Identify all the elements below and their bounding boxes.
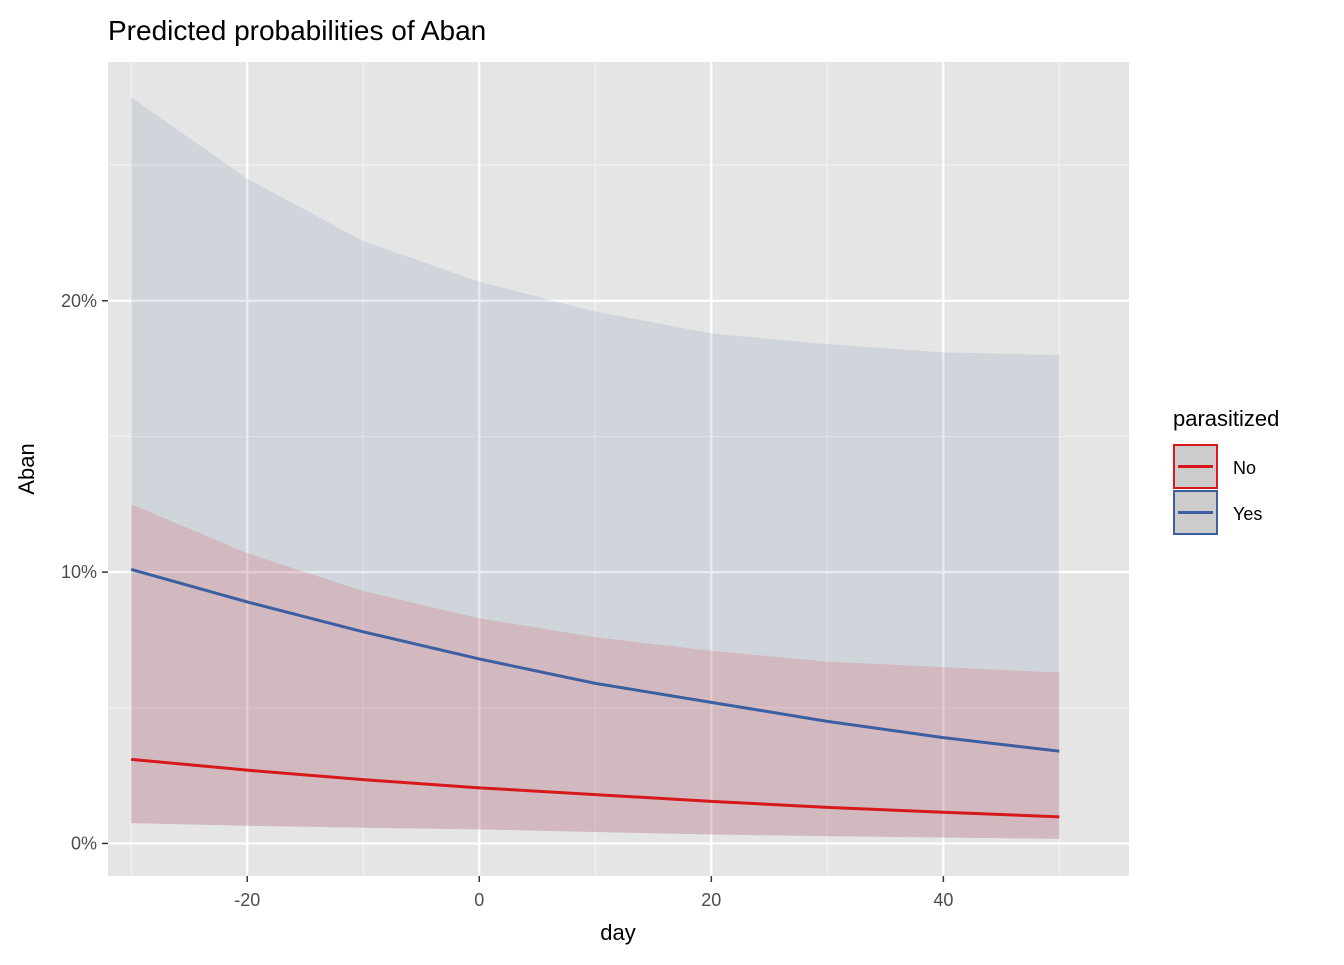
- y-tick-label-0: 0%: [71, 833, 97, 853]
- y-axis-ticks: 0% 10% 20%: [61, 291, 108, 853]
- legend-title: parasitized: [1173, 406, 1279, 431]
- y-axis-title: Aban: [14, 443, 39, 494]
- series-lines: [130, 567, 1060, 819]
- chart-title: Predicted probabilities of Aban: [108, 15, 486, 46]
- major-gridlines: [108, 62, 1129, 876]
- x-axis-ticks: -20 0 20 40: [234, 876, 953, 910]
- minor-gridlines: [108, 62, 1129, 876]
- x-tick-label-1: 0: [474, 890, 484, 910]
- band-yes: [131, 97, 1060, 839]
- legend: parasitized No Yes: [1173, 406, 1279, 535]
- line-no: [131, 757, 1060, 819]
- band-no: [131, 504, 1060, 839]
- y-tick-label-1: 10%: [61, 562, 97, 582]
- x-tick-label-2: 20: [701, 890, 721, 910]
- y-tick-label-2: 20%: [61, 291, 97, 311]
- line-yes: [130, 567, 1060, 753]
- legend-label-yes: Yes: [1233, 504, 1262, 524]
- x-axis-title: day: [600, 920, 635, 945]
- x-tick-label-3: 40: [933, 890, 953, 910]
- confidence-bands: [131, 97, 1060, 839]
- x-tick-label-0: -20: [234, 890, 260, 910]
- legend-label-no: No: [1233, 458, 1256, 478]
